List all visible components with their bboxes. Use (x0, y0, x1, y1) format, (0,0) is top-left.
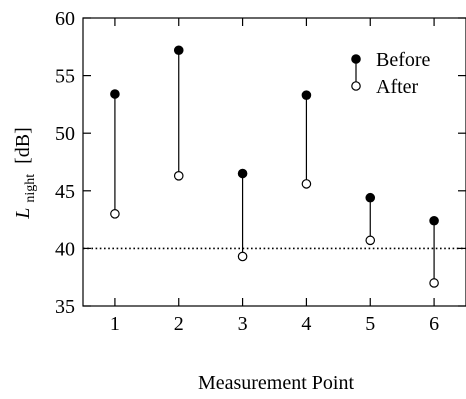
y-axis-label-sub: night (23, 174, 38, 203)
legend-before-marker (351, 54, 361, 64)
plot-frame (82, 17, 466, 307)
before-point (301, 90, 312, 100)
before-point (110, 89, 120, 99)
before-point (237, 168, 248, 179)
y-tick-label: 45 (55, 181, 75, 203)
x-axis-label: Measurement Point (198, 372, 355, 394)
x-tick-label: 6 (429, 313, 439, 335)
y-tick-label: 60 (55, 8, 75, 30)
before-point (429, 215, 439, 226)
after-point (237, 251, 248, 262)
x-tick-label: 4 (301, 313, 311, 335)
y-axis-label-main: L (12, 208, 34, 220)
after-point (110, 209, 120, 219)
legend-after-marker (351, 81, 361, 91)
x-tick-label: 3 (238, 313, 248, 335)
before-point (173, 45, 184, 56)
y-axis-label: L night [dB] (12, 127, 39, 220)
after-point (429, 278, 439, 288)
after-point (301, 179, 312, 189)
x-tick-label: 5 (365, 313, 375, 335)
y-tick-label: 40 (55, 238, 75, 260)
legend-before-label: Before (376, 49, 431, 71)
x-tick-label: 1 (110, 313, 120, 335)
legend: Before After (351, 49, 431, 98)
legend-after-label: After (376, 76, 419, 98)
y-tick-label: 50 (55, 123, 75, 145)
after-point (365, 235, 376, 246)
data-layer (110, 45, 439, 288)
after-point (173, 171, 184, 181)
y-axis-label-unit: [dB] (12, 127, 34, 164)
plot-area (82, 17, 466, 307)
before-point (365, 192, 376, 203)
x-tick-label: 2 (174, 313, 184, 335)
y-tick-label: 35 (55, 296, 75, 318)
y-tick-label: 55 (55, 66, 75, 88)
